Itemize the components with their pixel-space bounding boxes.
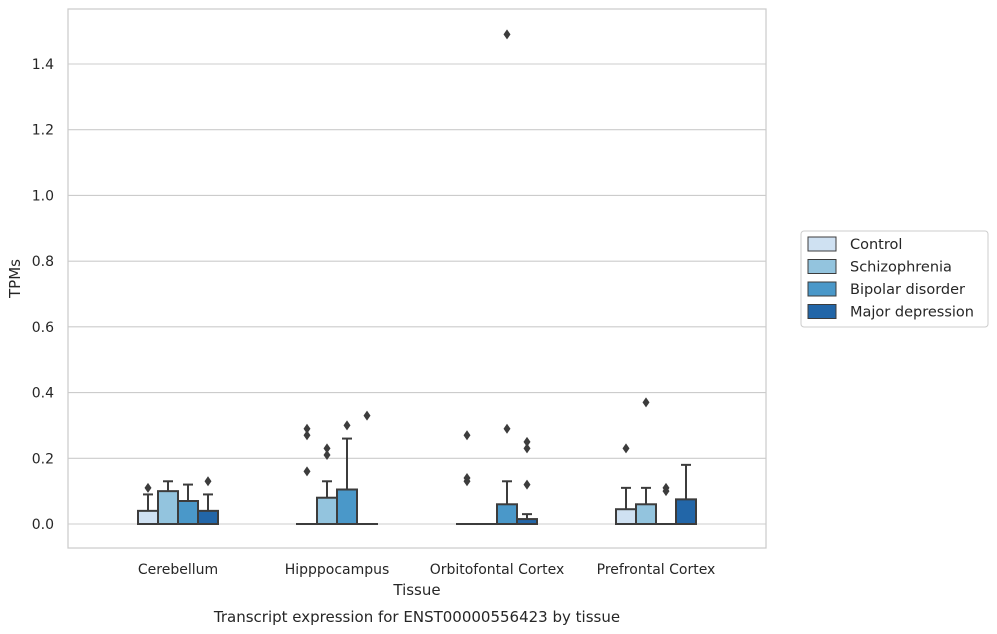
box-group xyxy=(316,443,338,526)
box xyxy=(675,498,697,526)
outlier-point xyxy=(503,423,511,434)
box xyxy=(197,509,219,526)
x-tick-label: Hipppocampus xyxy=(285,562,390,578)
chart-caption: Transcript expression for ENST0000055642… xyxy=(213,608,620,626)
box-group xyxy=(456,430,478,526)
y-tick-label: 0.8 xyxy=(32,254,54,270)
box xyxy=(336,488,358,525)
box-group xyxy=(675,463,697,526)
box-group xyxy=(516,436,538,525)
box xyxy=(496,503,518,525)
box-group xyxy=(177,483,199,525)
legend-label: Control xyxy=(850,237,902,253)
y-tick-label: 1.2 xyxy=(32,123,54,139)
box xyxy=(137,509,159,526)
box xyxy=(316,496,338,526)
box xyxy=(615,508,637,526)
box-group xyxy=(296,423,318,526)
y-tick-label: 1.0 xyxy=(32,188,54,204)
x-tick-label: Prefrontal Cortex xyxy=(597,562,716,578)
outlier-point xyxy=(303,466,311,477)
boxes-layer xyxy=(137,29,697,526)
box xyxy=(177,500,199,525)
outlier-point xyxy=(303,430,311,441)
legend-swatch xyxy=(807,236,837,252)
y-tick-label: 0.2 xyxy=(32,451,54,467)
outlier-point xyxy=(303,423,311,434)
box-group xyxy=(137,482,159,526)
legend-label: Major depression xyxy=(850,305,974,321)
outlier-point xyxy=(622,443,630,454)
plot-frame xyxy=(67,8,767,549)
box-group xyxy=(655,482,677,526)
legend-frame xyxy=(800,230,989,328)
legend-label: Bipolar disorder xyxy=(850,282,965,298)
legend-label: Schizophrenia xyxy=(850,260,952,276)
box-group xyxy=(157,480,179,525)
box-group xyxy=(197,476,219,526)
y-axis-title: TPMs xyxy=(6,259,24,299)
y-tick-label: 0.0 xyxy=(32,517,54,533)
outlier-point xyxy=(204,476,212,487)
y-tick-label: 0.4 xyxy=(32,386,54,402)
outlier-point xyxy=(343,420,351,431)
outlier-point xyxy=(523,479,531,490)
outlier-point xyxy=(503,29,511,40)
x-tick-label: Cerebellum xyxy=(138,562,218,578)
outlier-point xyxy=(523,443,531,454)
outlier-point xyxy=(463,430,471,441)
x-tick-label: Orbitofontal Cortex xyxy=(430,562,565,578)
outlier-point xyxy=(144,482,152,493)
box xyxy=(635,503,657,525)
legend-swatch xyxy=(807,281,837,297)
legend-swatch xyxy=(807,259,837,274)
y-tick-label: 0.6 xyxy=(32,320,54,336)
box-group xyxy=(496,29,518,525)
outlier-point xyxy=(642,397,650,408)
box-group xyxy=(635,397,657,525)
y-tick-labels: 0.0 0.2 0.4 0.6 0.8 1.0 1.2 1.4 xyxy=(32,57,54,533)
y-tick-label: 1.4 xyxy=(32,57,54,73)
box-group xyxy=(336,420,358,525)
outlier-point xyxy=(323,450,331,460)
legend: Control Schizophrenia Bipolar disorder Majo… xyxy=(800,230,989,328)
x-tick-labels: Cerebellum Hipppocampus Orbitofontal Corte… xyxy=(138,562,715,578)
outlier-point xyxy=(662,482,670,493)
grid-layer xyxy=(68,63,766,525)
outlier-point xyxy=(323,443,331,454)
outlier-point xyxy=(523,436,531,447)
x-axis-title: Tissue xyxy=(392,581,440,599)
outlier-point xyxy=(463,473,471,483)
legend-swatch xyxy=(807,304,837,319)
box-group xyxy=(615,443,637,526)
box xyxy=(157,490,179,525)
box-group xyxy=(356,410,378,526)
outlier-point xyxy=(363,410,371,421)
